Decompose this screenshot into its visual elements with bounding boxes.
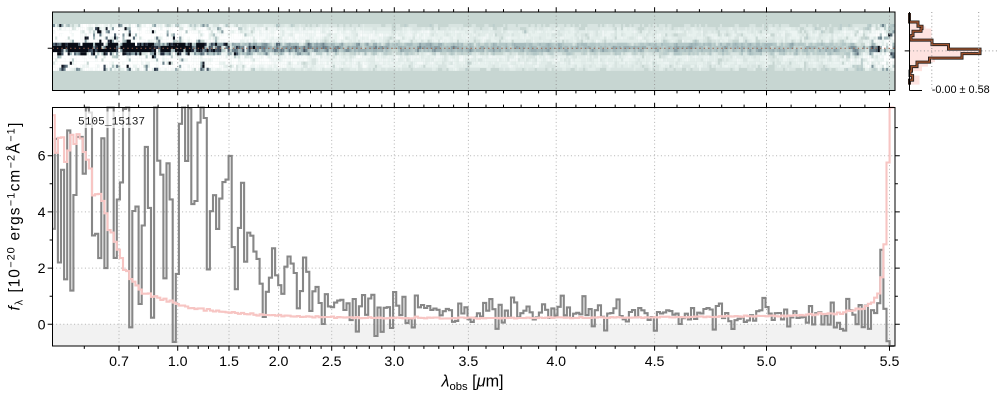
- svg-text:6: 6: [38, 149, 46, 165]
- svg-text:0.7: 0.7: [109, 354, 129, 370]
- svg-text:2: 2: [38, 261, 46, 277]
- svg-text:4.0: 4.0: [546, 354, 566, 370]
- svg-text:3.5: 3.5: [459, 354, 479, 370]
- svg-text:1.5: 1.5: [219, 354, 239, 370]
- svg-text:λobs [μm]: λobs [μm]: [441, 373, 504, 393]
- svg-text:5.0: 5.0: [757, 354, 777, 370]
- svg-text:1.0: 1.0: [168, 354, 188, 370]
- svg-text:2.0: 2.0: [269, 354, 289, 370]
- svg-text:0: 0: [38, 317, 46, 333]
- svg-text:4: 4: [38, 205, 46, 221]
- svg-text:2.5: 2.5: [322, 354, 342, 370]
- svg-text:5105_15137: 5105_15137: [78, 117, 145, 129]
- svg-text:-0.00 ± 0.58: -0.00 ± 0.58: [932, 84, 990, 96]
- svg-text:fλ [10−20 ergs−1cm−2Å−1]: fλ [10−20 ergs−1cm−2Å−1]: [5, 122, 25, 311]
- svg-text:4.5: 4.5: [645, 354, 665, 370]
- svg-text:3.0: 3.0: [384, 354, 404, 370]
- svg-text:5.5: 5.5: [880, 354, 900, 370]
